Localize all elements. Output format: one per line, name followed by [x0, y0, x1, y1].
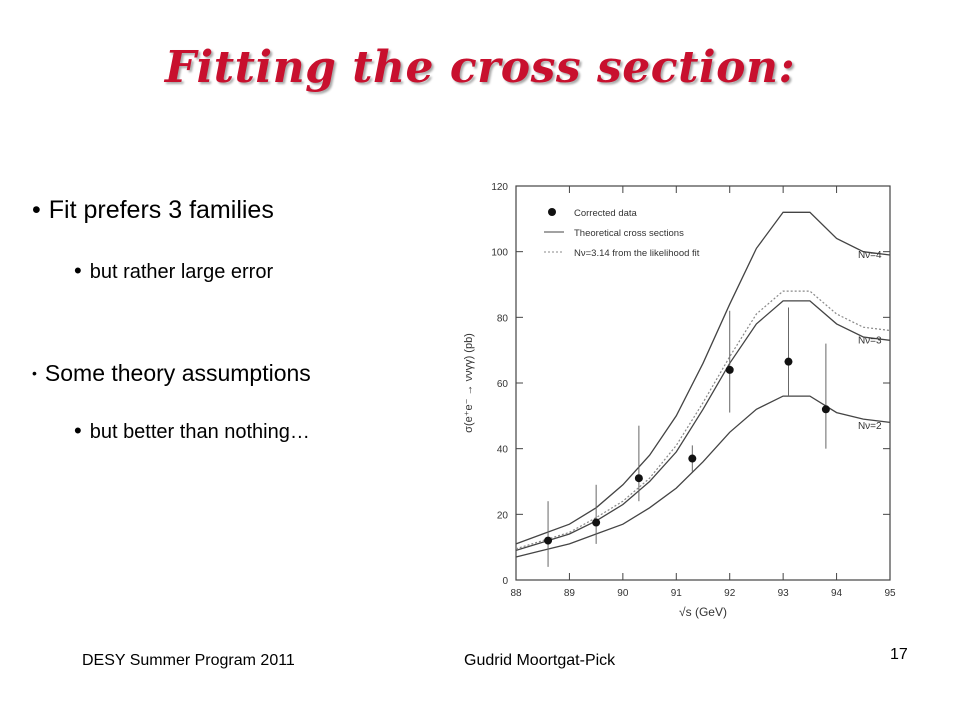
- page-number: 17: [890, 646, 908, 663]
- plot-frame: [515, 185, 891, 581]
- series-line: [515, 290, 891, 550]
- y-tick-label: 20: [497, 510, 509, 521]
- y-tick-label: 100: [491, 248, 508, 259]
- data-point: [725, 365, 734, 374]
- slide-title: Fitting the cross section:: [164, 42, 796, 93]
- y-tick-label: 40: [497, 445, 509, 456]
- x-tick-label: 95: [884, 588, 896, 599]
- data-point: [634, 474, 643, 483]
- data-point: [544, 536, 553, 545]
- series-line: [515, 300, 891, 552]
- bullet-item: • Some theory assumptions: [32, 360, 311, 387]
- data-point: [784, 357, 793, 366]
- x-tick-label: 89: [564, 588, 576, 599]
- y-tick-label: 80: [497, 313, 509, 324]
- y-tick-label: 120: [491, 182, 508, 193]
- curve-label: Nν=4: [858, 250, 882, 261]
- sub-bullet-item: • but better than nothing…: [74, 418, 310, 444]
- x-tick-label: 88: [510, 588, 522, 599]
- curve-label: Nν=3: [858, 336, 882, 347]
- data-point: [688, 454, 697, 463]
- curve-label: Nν=2: [858, 421, 882, 432]
- data-point: [592, 518, 601, 527]
- y-tick-label: 60: [497, 379, 509, 390]
- footer-author: Gudrid Moortgat-Pick: [464, 652, 616, 669]
- y-axis-label: σ(e⁺e⁻ → ννγγ) (pb): [463, 333, 475, 433]
- x-tick-label: 91: [671, 588, 683, 599]
- bullet-text: but better than nothing…: [89, 421, 310, 443]
- data-point: [821, 405, 830, 414]
- x-tick-label: 92: [724, 588, 736, 599]
- bullet-icon: •: [32, 365, 37, 381]
- sub-bullet-item: • but rather large error: [74, 258, 273, 284]
- legend-marker: [548, 208, 556, 216]
- x-tick-label: 93: [778, 588, 790, 599]
- legend-label: Corrected data: [574, 208, 638, 219]
- y-tick-label: 0: [502, 576, 508, 587]
- bullet-icon: •: [74, 258, 82, 283]
- footer-left: DESY Summer Program 2011: [82, 652, 295, 669]
- bullet-text: Some theory assumptions: [44, 360, 311, 386]
- bullet-item: • Fit prefers 3 families: [32, 196, 274, 225]
- bullet-icon: •: [32, 196, 41, 224]
- x-axis-label: √s (GeV): [679, 605, 727, 619]
- x-tick-label: 94: [831, 588, 843, 599]
- legend-label: Nν=3.14 from the likelihood fit: [574, 248, 700, 259]
- bullet-icon: •: [74, 418, 82, 443]
- bullet-text: but rather large error: [89, 261, 274, 283]
- series-line: [515, 211, 891, 545]
- bullet-text: Fit prefers 3 families: [48, 196, 274, 224]
- x-tick-label: 90: [617, 588, 629, 599]
- legend-label: Theoretical cross sections: [574, 228, 684, 239]
- cross-section-chart: 88 89 90 91 92 93 94 95 0 20 40 60 80 100 120 √s (GeV) σ…: [463, 182, 896, 619]
